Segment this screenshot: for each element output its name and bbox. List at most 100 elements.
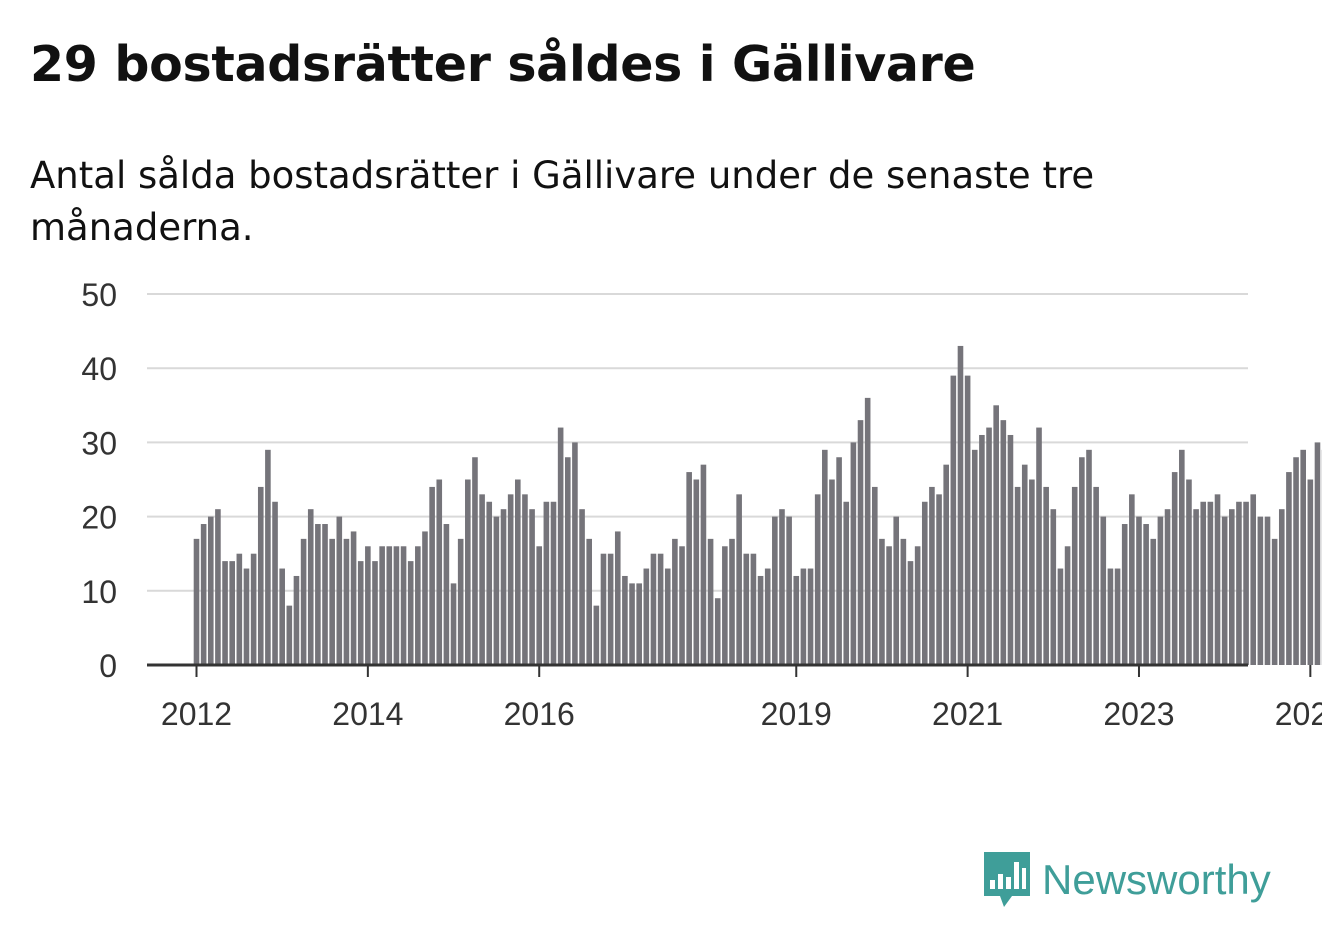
bar — [529, 509, 535, 665]
bar — [436, 479, 443, 665]
bar — [579, 509, 585, 665]
bar — [429, 486, 435, 665]
chart-subtitle: Antal sålda bostadsrätter i Gällivare un… — [30, 154, 1095, 249]
bar — [714, 598, 721, 665]
bar — [486, 501, 493, 665]
bar — [1264, 516, 1271, 665]
bar — [1229, 509, 1235, 665]
bar — [764, 568, 771, 665]
bar — [693, 479, 700, 665]
bar — [1271, 538, 1278, 665]
bar — [843, 501, 850, 665]
bar — [343, 538, 350, 665]
bar — [522, 494, 528, 665]
x-tick-label: 2016 — [504, 696, 575, 732]
bar-series — [193, 345, 1322, 665]
bar — [207, 516, 214, 665]
bar — [1278, 509, 1285, 665]
bar — [315, 524, 321, 665]
bar — [1071, 486, 1078, 665]
bar — [1064, 546, 1071, 665]
x-axis: 2012 2014 2016 2019 2021 2023 2025 — [147, 663, 1322, 732]
bar — [700, 464, 707, 665]
bar — [557, 427, 564, 665]
bar — [629, 583, 635, 665]
bar — [1157, 516, 1164, 665]
bar — [1214, 494, 1221, 665]
bar — [1043, 486, 1049, 665]
bar — [1257, 516, 1264, 665]
bar — [365, 546, 371, 665]
bar — [1200, 501, 1207, 665]
bar — [1036, 427, 1042, 665]
bar — [622, 575, 628, 665]
bar — [1221, 516, 1228, 665]
bar — [357, 561, 364, 665]
bar — [250, 553, 257, 665]
bar — [543, 501, 550, 665]
bar — [1179, 449, 1185, 665]
bar — [372, 561, 378, 665]
bar — [393, 546, 400, 665]
bar — [971, 449, 978, 665]
bar — [586, 538, 592, 665]
bar — [379, 546, 385, 665]
bar — [1293, 457, 1299, 665]
bar — [265, 449, 271, 665]
bar — [750, 553, 757, 665]
bar — [907, 561, 914, 665]
bar — [515, 479, 521, 665]
bar — [722, 546, 728, 665]
bar — [600, 553, 607, 665]
x-tick-label: 2019 — [761, 696, 832, 732]
bar — [322, 524, 328, 665]
bar — [893, 516, 900, 665]
bar — [472, 457, 478, 665]
bar — [936, 494, 942, 665]
bar — [643, 568, 650, 665]
bar — [964, 375, 971, 665]
bar-chart: 0 10 20 30 40 50 2012 2014 2016 2019 2021 2023 2025… — [81, 277, 1322, 732]
bar — [807, 568, 814, 665]
bar — [1007, 434, 1014, 665]
bar — [1243, 501, 1249, 665]
bar — [1164, 509, 1171, 665]
bar — [950, 375, 957, 665]
bar — [493, 516, 500, 665]
y-tick-label: 50 — [81, 277, 117, 313]
bar — [407, 561, 414, 665]
bar — [793, 575, 800, 665]
bar — [300, 538, 307, 665]
bar — [193, 538, 200, 665]
bar — [415, 546, 421, 665]
bar — [536, 546, 543, 665]
bar — [650, 553, 657, 665]
bar — [672, 538, 678, 665]
bar — [800, 568, 807, 665]
bar — [1086, 449, 1092, 665]
bar — [1107, 568, 1114, 665]
newsworthy-logo-icon — [984, 852, 1030, 907]
bar — [1050, 509, 1057, 665]
bar — [736, 494, 742, 665]
y-tick-label: 0 — [99, 648, 117, 684]
bar — [1100, 516, 1107, 665]
bar — [1207, 501, 1214, 665]
bar — [386, 546, 393, 665]
bar — [286, 605, 293, 665]
bar — [943, 464, 949, 665]
bar — [307, 509, 314, 665]
bar — [1114, 568, 1121, 665]
bar — [857, 420, 864, 665]
bar — [1171, 472, 1178, 665]
y-axis-ticks: 0 10 20 30 40 50 — [81, 277, 117, 684]
bar — [743, 553, 750, 665]
bar — [786, 516, 792, 665]
bar — [822, 449, 828, 665]
bar — [272, 501, 278, 665]
bar — [914, 546, 921, 665]
bar — [350, 531, 357, 665]
bar — [1093, 486, 1099, 665]
chart-title: 29 bostadsrätter såldes i Gällivare — [30, 36, 976, 93]
bar — [1300, 449, 1306, 665]
